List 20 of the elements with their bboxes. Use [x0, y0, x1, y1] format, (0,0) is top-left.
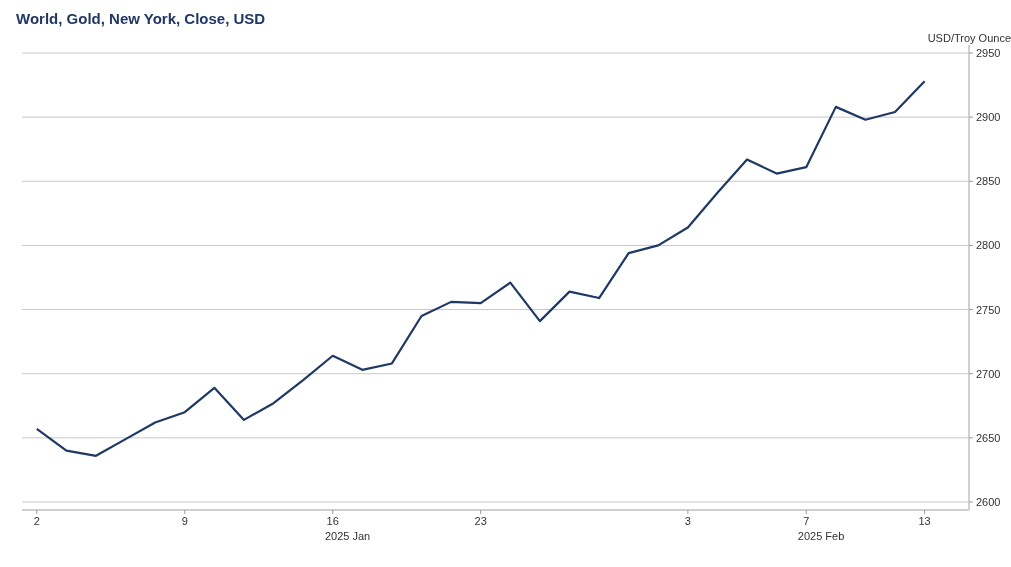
- x-tick-label: 16: [326, 515, 339, 527]
- y-axis-title: USD/Troy Ounce: [927, 32, 1011, 44]
- x-tick-label: 2: [33, 515, 40, 527]
- y-tick-label: 2900: [976, 111, 1001, 124]
- y-tick-label: 2950: [976, 47, 1001, 59]
- x-tick-label: 9: [181, 515, 188, 527]
- y-tick-label: 2850: [976, 175, 1001, 188]
- y-tick-label: 2650: [976, 431, 1001, 444]
- y-tick-label: 2600: [976, 496, 1001, 508]
- chart-title: World, Gold, New York, Close, USD: [16, 10, 266, 27]
- x-tick-label: 13: [918, 515, 931, 527]
- x-tick-label: 7: [803, 515, 810, 527]
- text: 2025 Feb: [797, 530, 845, 542]
- y-tick-label: 2800: [976, 239, 1001, 252]
- y-tick-label: 2750: [976, 303, 1001, 316]
- x-tick-label: 3: [684, 515, 691, 527]
- x-tick-label: 23: [474, 515, 487, 527]
- line-series: [35, 80, 926, 457]
- y-tick-label: 2700: [976, 367, 1001, 380]
- text: 2025 Jan: [324, 530, 371, 542]
